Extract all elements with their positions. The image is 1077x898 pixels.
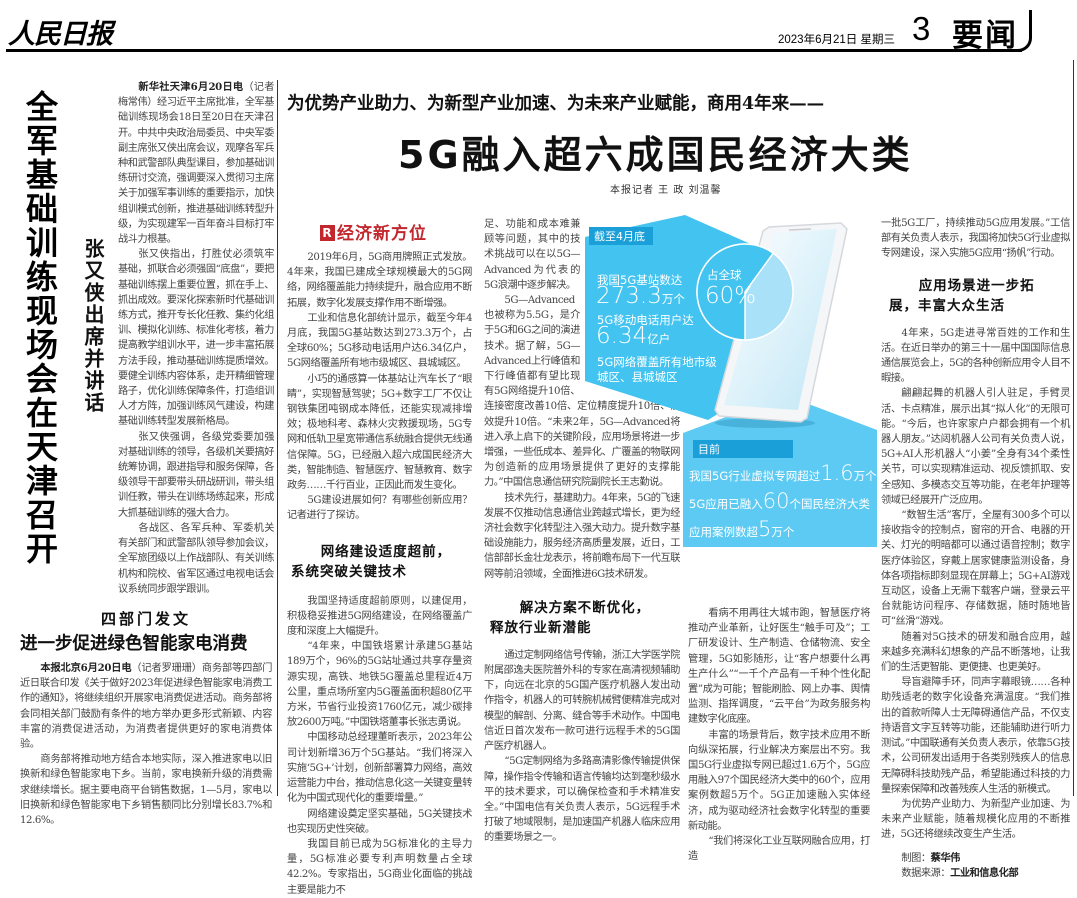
main-kicker: 为优势产业助力、为新型产业加速、为未来产业赋能，商用4年来—— bbox=[287, 94, 825, 114]
stat1-text: 我国5G基站数达 bbox=[597, 273, 683, 287]
paragraph: 网络建设奠定坚实基础，5G关键技术也实现历史性突破。 bbox=[287, 808, 472, 835]
column-label-text: 经济新方位 bbox=[337, 224, 427, 244]
paragraph: 导盲避障手环，同声字幕眼镜……各种助残适老的数字化设备充满温度。“我们推出的首款… bbox=[881, 677, 1070, 795]
stat2-value: 6.34 bbox=[596, 323, 648, 349]
paragraph: 张又侠强调，各级党委要加强对基础训练的领导，各级机关要搞好统筹协调，跟进指导和服… bbox=[118, 431, 274, 519]
p2-line3-value: 5 bbox=[758, 517, 772, 541]
heading-line: 系统突破关键技术 bbox=[291, 563, 407, 580]
pie-value: 60% bbox=[705, 283, 757, 309]
paragraph: 各战区、各军兵种、军委机关有关部门和武警部队领导参加会议，全军旅团级以上作战部队… bbox=[118, 522, 274, 595]
paragraph: 通过定制网络信号传输，浙江大学医学院附属邵逸夫医院普外科的专家在高清视频辅助下，… bbox=[484, 649, 680, 753]
paragraph: “数智生活”客厅，全屋有300多个可以接收指令的控制点，窗帘的开合、电器的开关、… bbox=[881, 510, 1070, 628]
stat3-line2: 城区、县城城区 bbox=[597, 370, 678, 384]
credit-label: 数据来源： bbox=[901, 867, 951, 879]
p2-line3-unit: 万个 bbox=[771, 525, 795, 539]
bottom-left-kicker: 四部门发文 bbox=[100, 609, 191, 628]
credit-chart-by: 蔡华伟 bbox=[930, 851, 961, 864]
paragraph: 小巧的通感算一体基站让汽车长了“眼睛”，实现智慧驾驶；5G+数字工厂不仅让钢铁集… bbox=[287, 373, 473, 492]
paragraph: “5G定制网络为多路高清影像传输提供保障，操作指令传输和语言传输均达到毫秒级水平… bbox=[484, 756, 680, 844]
left-column-flow: 新华社天津6月20日电（记者梅常伟）经习近平主席批准，全军基础训练现场会18日至… bbox=[0, 80, 274, 828]
paragraph: “4年来，中国铁塔累计承建5G基站189万个，96%的5G站址通过共享存量资源实… bbox=[287, 641, 472, 729]
paragraph: 看病不用再往大城市跑，智慧医疗将推动产业革新，让好医生“触手可及”；工厂研发设计… bbox=[688, 608, 870, 726]
p2-line2-unit: 个国民经济大类 bbox=[789, 497, 870, 511]
p2-line1-text: 我国5G行业虚拟专网超过 bbox=[689, 469, 821, 483]
main-col3: 看病不用再往大城市跑，智慧医疗将推动产业革新，让好医生“触手可及”；工厂研发设计… bbox=[688, 606, 870, 864]
paragraph: 张又侠指出，打胜仗必须筑牢基础，抓联合必须强固“底盘”，要把基础训练摆上重要位置… bbox=[118, 249, 274, 428]
heading-line: 应用场景进一步拓 bbox=[918, 277, 1035, 294]
panel1-label: 截至4月底 bbox=[589, 227, 653, 245]
stat3-line1: 5G网络覆盖所有地市级 bbox=[597, 355, 717, 369]
pie-label: 占全球 bbox=[707, 268, 742, 282]
masthead-rule bbox=[6, 49, 1022, 52]
infographic: 截至4月底 我国5G基站数达 273.3万个 5G移动电话用户达 6.34亿户 … bbox=[585, 215, 885, 550]
stat1-unit: 万个 bbox=[661, 292, 685, 306]
paragraph: 一批5G工厂，持续推动5G应用发展。”工信部有关负责人表示，我国将加快5G行业虚… bbox=[881, 218, 1070, 260]
main-col4: 一批5G工厂，持续推动5G应用发展。”工信部有关负责人表示，我国将加快5G行业虚… bbox=[881, 216, 1070, 881]
section4-heading: 应用场景进一步拓 展，丰富大众生活 bbox=[889, 276, 1070, 316]
paragraph: （记者罗珊珊）商务部等四部门近日联合印发《关于做好2023年促进绿色智能家电消费… bbox=[20, 662, 273, 750]
panel2-label: 目前 bbox=[693, 440, 793, 458]
left-story-subheadline: 张又侠出席并讲话 bbox=[81, 238, 105, 414]
stat2-unit: 亿户 bbox=[647, 332, 671, 346]
paragraph: （记者梅常伟）经习近平主席批准，全军基础训练现场会18日至20日在天津召开。中共… bbox=[118, 82, 274, 246]
column-badge: R bbox=[320, 225, 335, 241]
p2-line2-value: 60 bbox=[762, 489, 790, 513]
bottom-left-body: 本报北京6月20日电（记者罗珊珊）商务部等四部门近日联合印发《关于做好2023年… bbox=[20, 661, 272, 828]
panel2-hexagon bbox=[683, 395, 877, 547]
p2-line1-value: 1.6 bbox=[820, 461, 854, 485]
paragraph: 我国坚持适度超前原则，以建促用，积极稳妥推进5G网络建设，在网络覆盖广度和深度上… bbox=[287, 595, 472, 638]
credit-label: 制图： bbox=[901, 852, 931, 864]
page-edge-divider bbox=[1073, 60, 1074, 796]
paragraph: 丰富的场景背后，数字技术应用不断向纵深拓展，行业解决方案层出不穷。我国5G行业虚… bbox=[688, 729, 870, 832]
masthead-rule-corner bbox=[1010, 10, 1032, 52]
paragraph: 中国移动总经理董昕表示，2023年公司计划新增36万个5G基站。“我们将深入实施… bbox=[287, 732, 473, 805]
bottom-left-story: 四部门发文 进一步促进绿色智能家电消费 本报北京6月20日电（记者罗珊珊）商务部… bbox=[20, 609, 272, 828]
paragraph: 我国目前已成为5G标准化的主导力量，5G标准必要专利声明数量占全球42.2%。专… bbox=[287, 838, 472, 896]
paragraph: 随着对5G技术的研发和融合应用，越来越多充满科幻想象的产品不断落地，让我们的生活… bbox=[881, 631, 1070, 674]
masthead-logo: 人民日报 bbox=[8, 19, 113, 50]
heading-line: 解决方案不断优化， bbox=[519, 599, 651, 616]
phone-speaker bbox=[788, 228, 812, 231]
paragraph: 4年来，5G走进寻常百姓的工作和生活。在近日举办的第三十一届中国国际信息通信展览… bbox=[881, 327, 1070, 385]
paragraph: 足、功能和成本难兼顾等问题，其中的技术挑战可以在以5G—Advanced为代表的… bbox=[484, 219, 580, 291]
stat2-text: 5G移动电话用户达 bbox=[597, 313, 694, 327]
p2-line3-text: 应用案例数超 bbox=[689, 525, 758, 539]
left-story-body: 新华社天津6月20日电（记者梅常伟）经习近平主席批准，全军基础训练现场会18日至… bbox=[118, 80, 274, 597]
heading-line: 释放行业新潜能 bbox=[490, 619, 592, 636]
dateline: 新华社天津6月20日电 bbox=[138, 81, 244, 93]
page-number: 3 bbox=[912, 10, 931, 47]
main-headline: 5G融入超六成国民经济大类 bbox=[398, 133, 913, 177]
heading-line: 展，丰富大众生活 bbox=[889, 297, 1005, 314]
section-name: 要闻 bbox=[952, 18, 1018, 54]
paragraph: 5G建设进展如何？有哪些创新应用？记者进行了探访。 bbox=[287, 495, 472, 522]
column-divider bbox=[277, 80, 278, 796]
p2-line2-text: 5G应用已融入 bbox=[689, 497, 763, 511]
paragraph: 5G—Advanced也被称为5.5G，是介于5G和6G之间的演进技术。据了解，… bbox=[484, 295, 680, 489]
p2-line1-unit: 万个 bbox=[853, 469, 877, 483]
column-label: R 经济新方位 bbox=[320, 219, 427, 244]
credits: 制图：蔡华伟 数据来源：工业和信息化部 bbox=[901, 851, 1070, 881]
paragraph: 工业和信息化部统计显示，截至今年4月底，我国5G基站数达到273.3万个，占全球… bbox=[287, 312, 472, 370]
section2-heading: 网络建设适度超前， 系统突破关键技术 bbox=[291, 542, 472, 582]
section3-heading: 解决方案不断优化， 释放行业新潜能 bbox=[490, 598, 680, 638]
pie-slice-60 bbox=[696, 243, 775, 341]
paragraph: 技术先行，基建助力。4年来，5G的飞速发展不仅推动信息通信业跨越式增长，更为经济… bbox=[484, 492, 680, 580]
main-col1: 2019年6月，5G商用牌照正式发放。4年来，我国已建成全球规模最大的5G网络，… bbox=[287, 250, 472, 898]
paragraph: 为优势产业助力、为新型产业加速、为未来产业赋能，随着规模化应用的不断推进，5G还… bbox=[881, 798, 1070, 841]
paragraph: “我们将深化工业互联网融合应用，打造 bbox=[688, 836, 870, 863]
stat1-value: 273.3 bbox=[596, 283, 662, 309]
byline: 本报记者 王 政 刘温馨 bbox=[610, 185, 722, 196]
heading-line: 网络建设适度超前， bbox=[320, 543, 452, 560]
paragraph: 2019年6月，5G商用牌照正式发放。4年来，我国已建成全球规模最大的5G网络，… bbox=[287, 252, 473, 309]
left-story-headline: 全军基础训练现场会在天津召开 bbox=[21, 90, 59, 566]
dateline: 本报北京6月20日电 bbox=[40, 661, 132, 674]
bottom-left-headline: 进一步促进绿色智能家电消费 bbox=[20, 633, 248, 654]
infographic-graphics bbox=[585, 215, 877, 547]
paragraph: 翩翩起舞的机器人引人驻足，手臂灵活、卡点精准，展示出其“拟人化”的无限可能。“今… bbox=[881, 388, 1070, 506]
issue-date: 2023年6月21日 星期三 bbox=[778, 34, 895, 46]
paragraph: 商务部将推动地方结合本地实际，深入推进家电以旧换新和绿色智能家电下乡。当前，家电… bbox=[20, 754, 272, 826]
credit-source: 工业和信息化部 bbox=[950, 866, 1019, 879]
